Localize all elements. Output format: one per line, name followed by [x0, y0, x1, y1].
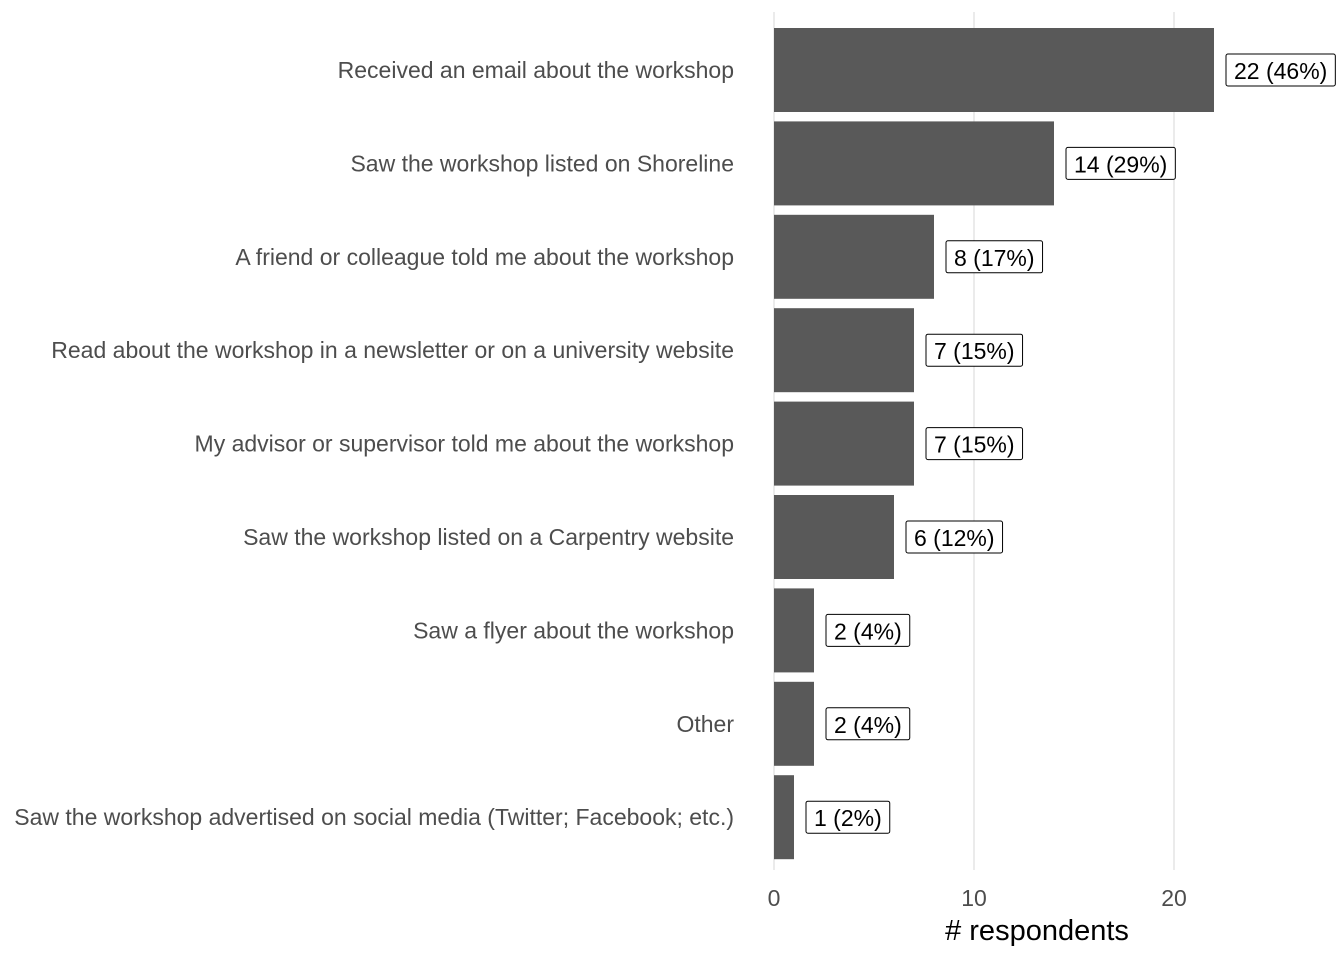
category-label-3: A friend or colleague told me about the …: [235, 244, 734, 270]
data-label-box-4: [925, 333, 1024, 367]
data-label-7: 2 (4%): [825, 613, 911, 647]
category-label-4: Read about the workshop in a newsletter …: [51, 337, 734, 363]
data-label-5: 7 (15%): [925, 427, 1024, 461]
data-label-box-8: [825, 707, 911, 741]
data-label-text-2: 14 (29%): [1074, 151, 1167, 177]
bar-4: [774, 308, 914, 393]
category-label-7: Saw a flyer about the workshop: [413, 617, 734, 643]
data-label-box-7: [825, 613, 911, 647]
bar-9: [774, 775, 794, 860]
data-label-6: 6 (12%): [905, 520, 1004, 554]
x-axis-title: # respondents: [945, 915, 1129, 947]
data-label-text-3: 8 (17%): [954, 245, 1035, 271]
data-label-text-6: 6 (12%): [914, 525, 995, 551]
bar-8: [774, 681, 814, 766]
bar-1: [774, 28, 1214, 112]
bar-2: [774, 121, 1054, 206]
data-labels: 22 (46%) 14 (29%) 8 (17%) 7 (15%) 7 (15%) 6 (…: [805, 53, 1336, 834]
bar-3: [774, 214, 934, 299]
data-label-box-9: [805, 800, 891, 834]
data-label-box-5: [925, 427, 1024, 461]
x-tick-label-20: 20: [1161, 885, 1187, 911]
category-label-8: Other: [676, 711, 734, 737]
data-label-1: 22 (46%): [1225, 53, 1336, 87]
x-tick-labels: 0 10 20: [768, 885, 1187, 911]
bar-7: [774, 588, 814, 673]
data-label-text-4: 7 (15%): [934, 338, 1015, 364]
data-label-9: 1 (2%): [805, 800, 891, 834]
data-label-text-7: 2 (4%): [834, 618, 902, 644]
bar-5: [774, 401, 914, 486]
bar-6: [774, 495, 894, 579]
category-label-6: Saw the workshop listed on a Carpentry w…: [243, 524, 734, 550]
data-label-text-5: 7 (15%): [934, 432, 1015, 458]
category-label-2: Saw the workshop listed on Shoreline: [350, 150, 734, 176]
x-tick-label-0: 0: [768, 885, 781, 911]
data-label-text-1: 22 (46%): [1234, 58, 1327, 84]
bars: [774, 28, 1214, 860]
x-tick-label-10: 10: [961, 885, 987, 911]
data-label-2: 14 (29%): [1065, 146, 1176, 180]
data-label-text-9: 1 (2%): [814, 805, 882, 831]
data-label-box-2: [1065, 146, 1176, 180]
category-labels: Received an email about the workshop Saw …: [14, 57, 734, 830]
category-label-5: My advisor or supervisor told me about t…: [195, 431, 734, 457]
data-label-8: 2 (4%): [825, 707, 911, 741]
data-label-box-6: [905, 520, 1004, 554]
data-label-4: 7 (15%): [925, 333, 1024, 367]
data-label-text-8: 2 (4%): [834, 712, 902, 738]
category-label-9: Saw the workshop advertised on social me…: [14, 804, 734, 830]
data-label-box-3: [945, 240, 1044, 274]
data-label-3: 8 (17%): [945, 240, 1044, 274]
data-label-box-1: [1225, 53, 1336, 87]
category-label-1: Received an email about the workshop: [338, 57, 734, 83]
